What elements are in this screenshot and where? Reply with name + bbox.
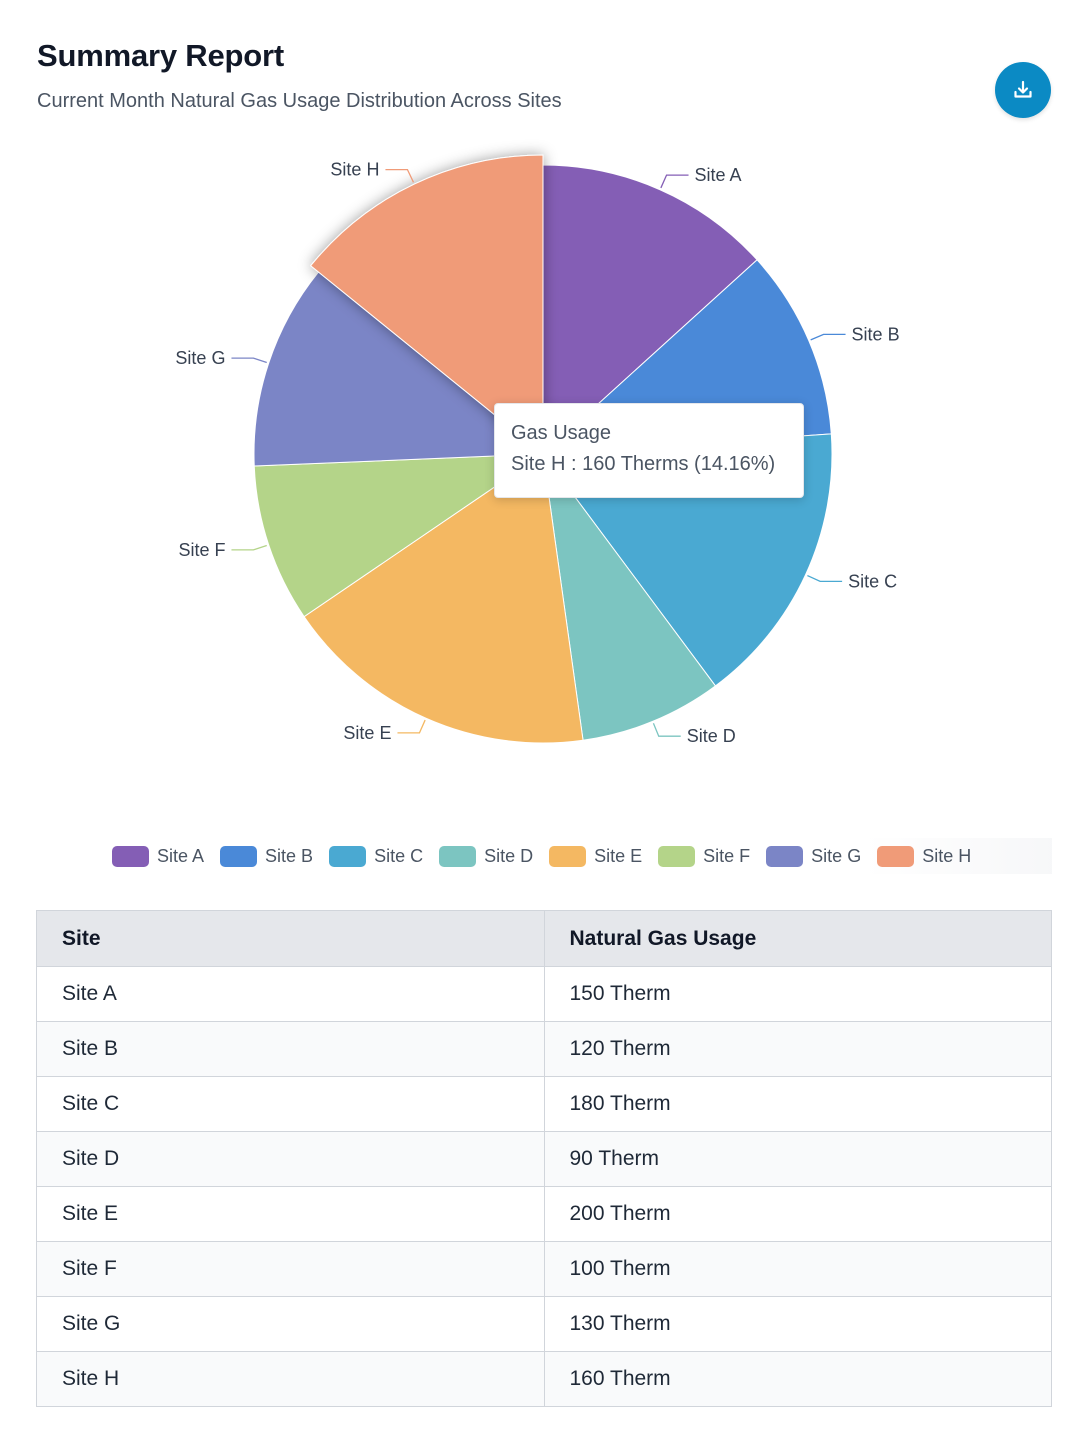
table-header-row: Site Natural Gas Usage — [36, 910, 1052, 967]
legend-label: Site E — [594, 845, 643, 866]
table-row: Site G 130 Therm — [36, 1296, 1052, 1352]
slice-label: Site C — [848, 571, 897, 591]
report-header: Summary Report Current Month Natural Gas… — [37, 38, 562, 113]
site-cell: Site B — [36, 1021, 545, 1077]
label-leader-line — [385, 169, 415, 183]
usage-cell: 160 Therm — [543, 1351, 1052, 1407]
legend-swatch — [112, 845, 149, 867]
column-header-usage: Natural Gas Usage — [543, 910, 1052, 967]
legend-item[interactable]: Site A — [112, 845, 205, 867]
slice-label: Site H — [330, 160, 379, 180]
legend-swatch — [329, 845, 367, 867]
legend-swatch — [549, 845, 587, 867]
slice-label: Site A — [695, 165, 742, 185]
usage-cell: 100 Therm — [543, 1241, 1052, 1297]
label-leader-line — [231, 544, 267, 551]
label-leader-line — [807, 574, 843, 583]
slice-label: Site E — [343, 723, 391, 743]
slice-label: Site F — [178, 540, 225, 560]
table-row: Site E 200 Therm — [36, 1186, 1052, 1242]
label-leader-line — [810, 333, 846, 341]
tooltip-title: Gas Usage — [511, 422, 612, 444]
site-cell: Site E — [36, 1186, 545, 1242]
table-row: Site A 150 Therm — [36, 966, 1052, 1022]
legend-label: Site D — [484, 845, 534, 866]
site-cell: Site G — [36, 1296, 545, 1352]
legend-swatch — [220, 845, 258, 867]
table-row: Site B 120 Therm — [36, 1021, 1052, 1077]
pie-slice[interactable] — [253, 453, 545, 618]
page-title: Summary Report — [37, 38, 284, 73]
usage-table: Site Natural Gas Usage Site A 150 Therm Si… — [36, 910, 1052, 1407]
legend-item[interactable]: Site H — [877, 845, 972, 867]
pie-labels: Site A Site B Site C Site D Site E Site F Site… — [175, 160, 899, 747]
legend-label: Site H — [922, 845, 972, 866]
pie-slice[interactable] — [303, 453, 584, 744]
table-body: Site A 150 Therm Site B 120 Therm Site C 180 … — [36, 966, 1052, 1407]
site-cell: Site D — [36, 1131, 545, 1187]
usage-cell: 150 Therm — [543, 966, 1052, 1022]
usage-cell: 120 Therm — [543, 1021, 1052, 1077]
label-leader-line — [660, 174, 689, 189]
chart-tooltip: Gas Usage Site H : 160 Therms (14.16%) — [494, 403, 804, 498]
chart-legend: Site A Site B Site C Site D Site E Site F Site… — [112, 838, 1052, 874]
site-cell: Site C — [36, 1076, 545, 1132]
legend-swatch — [766, 845, 804, 867]
pie-slice[interactable] — [310, 154, 544, 456]
column-header-site: Site — [36, 910, 545, 967]
legend-swatch — [658, 845, 696, 867]
legend-item[interactable]: Site C — [329, 845, 424, 867]
table-row: Site F 100 Therm — [36, 1241, 1052, 1297]
site-cell: Site H — [36, 1351, 545, 1407]
legend-swatch — [877, 845, 915, 867]
legend-item[interactable]: Site B — [220, 845, 314, 867]
pie-slice[interactable] — [253, 271, 545, 467]
legend-item[interactable]: Site F — [658, 845, 751, 867]
table-row: Site H 160 Therm — [36, 1351, 1052, 1407]
download-icon — [1014, 80, 1032, 98]
legend-label: Site G — [811, 845, 862, 866]
legend-item[interactable]: Site G — [766, 845, 862, 867]
slice-label: Site B — [852, 324, 900, 344]
usage-table-container: Site Natural Gas Usage Site A 150 Therm Si… — [36, 910, 1052, 1407]
legend-label: Site B — [265, 845, 314, 866]
table-row: Site D 90 Therm — [36, 1131, 1052, 1187]
label-leader-line — [397, 719, 426, 734]
pie-slice[interactable] — [542, 453, 717, 741]
table-row: Site C 180 Therm — [36, 1076, 1052, 1132]
usage-cell: 90 Therm — [543, 1131, 1052, 1187]
legend-label: Site A — [157, 845, 205, 866]
legend-item[interactable]: Site D — [439, 845, 534, 867]
page-subtitle: Current Month Natural Gas Usage Distribu… — [37, 90, 562, 112]
label-leader-line — [231, 357, 267, 364]
pie-slice[interactable] — [542, 164, 758, 456]
legend-label: Site C — [374, 845, 424, 866]
download-button[interactable] — [995, 62, 1051, 118]
usage-cell: 200 Therm — [543, 1186, 1052, 1242]
legend-swatch — [439, 845, 477, 867]
slice-label: Site G — [175, 348, 225, 368]
site-cell: Site F — [36, 1241, 545, 1297]
usage-cell: 130 Therm — [543, 1296, 1052, 1352]
slice-label: Site D — [687, 726, 736, 746]
legend-label: Site F — [703, 845, 751, 866]
label-leader-line — [652, 722, 681, 737]
tooltip-value: Site H : 160 Therms (14.16%) — [511, 453, 776, 475]
usage-cell: 180 Therm — [543, 1076, 1052, 1132]
site-cell: Site A — [36, 966, 545, 1022]
legend-item[interactable]: Site E — [549, 845, 643, 867]
